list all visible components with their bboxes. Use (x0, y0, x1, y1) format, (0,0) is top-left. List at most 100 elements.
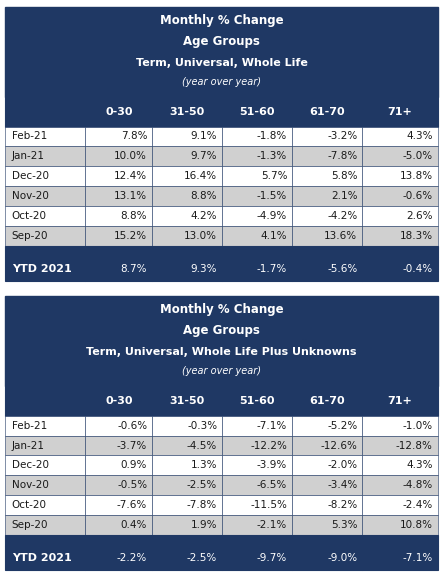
Bar (5, 246, 438, 257)
Bar (222, 436, 292, 455)
Text: Feb-21: Feb-21 (12, 421, 47, 430)
Bar (222, 257, 292, 281)
Bar (222, 186, 292, 206)
Text: Term, Universal, Whole Life: Term, Universal, Whole Life (136, 58, 307, 68)
Bar (85, 166, 152, 186)
Text: Nov-20: Nov-20 (12, 191, 49, 201)
Text: 10.8%: 10.8% (400, 520, 432, 530)
Text: -12.8%: -12.8% (396, 440, 432, 451)
Bar (5, 147, 85, 166)
Text: 12.4%: 12.4% (114, 171, 147, 181)
Bar (362, 257, 438, 281)
Bar (85, 475, 152, 495)
Text: -11.5%: -11.5% (250, 500, 287, 510)
Bar (292, 126, 362, 147)
Bar (222, 415, 292, 436)
Bar (5, 546, 85, 570)
Bar (85, 415, 152, 436)
Text: -0.3%: -0.3% (187, 421, 217, 430)
Bar (5, 455, 85, 475)
Text: 5.3%: 5.3% (331, 520, 357, 530)
Text: 8.8%: 8.8% (120, 211, 147, 221)
Text: -12.6%: -12.6% (320, 440, 357, 451)
Bar (292, 546, 362, 570)
Bar (85, 186, 152, 206)
Text: 2.6%: 2.6% (406, 211, 432, 221)
Text: 0-30: 0-30 (105, 107, 132, 117)
Bar (5, 257, 85, 281)
Bar (5, 206, 85, 226)
Bar (5, 436, 85, 455)
Text: -4.2%: -4.2% (327, 211, 357, 221)
Text: Age Groups: Age Groups (183, 35, 260, 47)
Text: -5.6%: -5.6% (327, 264, 357, 274)
Bar (362, 475, 438, 495)
Bar (85, 436, 152, 455)
Text: -12.2%: -12.2% (250, 440, 287, 451)
Bar (362, 226, 438, 246)
Bar (362, 126, 438, 147)
Text: Nov-20: Nov-20 (12, 481, 49, 490)
Text: 8.7%: 8.7% (120, 264, 147, 274)
Bar (5, 385, 85, 415)
Text: -0.6%: -0.6% (402, 191, 432, 201)
Bar (292, 436, 362, 455)
Bar (222, 96, 292, 126)
Bar (152, 226, 222, 246)
Text: Jan-21: Jan-21 (12, 440, 45, 451)
Bar (222, 226, 292, 246)
Bar (222, 455, 292, 475)
Bar (5, 415, 85, 436)
Bar (5, 226, 85, 246)
Bar (152, 385, 222, 415)
Bar (5, 166, 85, 186)
Text: 0.9%: 0.9% (121, 460, 147, 470)
Text: -4.9%: -4.9% (257, 211, 287, 221)
Text: -7.1%: -7.1% (257, 421, 287, 430)
Text: Monthly % Change: Monthly % Change (159, 303, 284, 316)
Bar (85, 385, 152, 415)
Text: 31-50: 31-50 (170, 107, 205, 117)
Bar (362, 455, 438, 475)
Bar (222, 546, 292, 570)
Bar (5, 495, 85, 515)
Bar (5, 535, 438, 546)
Text: 4.1%: 4.1% (261, 231, 287, 241)
Text: -3.2%: -3.2% (327, 132, 357, 141)
Text: Term, Universal, Whole Life Plus Unknowns: Term, Universal, Whole Life Plus Unknown… (86, 347, 357, 357)
Text: 9.1%: 9.1% (190, 132, 217, 141)
Text: 13.1%: 13.1% (114, 191, 147, 201)
Text: -4.5%: -4.5% (187, 440, 217, 451)
Text: (year over year): (year over year) (182, 77, 261, 87)
Text: (year over year): (year over year) (182, 366, 261, 376)
Bar (362, 206, 438, 226)
Text: -4.8%: -4.8% (402, 481, 432, 490)
Bar (292, 166, 362, 186)
Text: 4.2%: 4.2% (190, 211, 217, 221)
Text: Jan-21: Jan-21 (12, 151, 45, 162)
Text: -7.8%: -7.8% (327, 151, 357, 162)
Bar (292, 96, 362, 126)
Text: -2.2%: -2.2% (117, 553, 147, 563)
Text: 7.8%: 7.8% (120, 132, 147, 141)
Bar (85, 546, 152, 570)
Bar (292, 455, 362, 475)
Text: -2.5%: -2.5% (187, 481, 217, 490)
Text: Dec-20: Dec-20 (12, 460, 49, 470)
Text: 8.8%: 8.8% (190, 191, 217, 201)
Text: -2.1%: -2.1% (257, 520, 287, 530)
Bar (222, 126, 292, 147)
Text: -2.0%: -2.0% (327, 460, 357, 470)
Bar (292, 226, 362, 246)
Bar (292, 206, 362, 226)
Bar (222, 385, 292, 415)
Text: 16.4%: 16.4% (184, 171, 217, 181)
Text: Sep-20: Sep-20 (12, 231, 48, 241)
Bar (85, 147, 152, 166)
Text: 0.4%: 0.4% (121, 520, 147, 530)
Bar (152, 455, 222, 475)
Bar (85, 495, 152, 515)
Bar (5, 296, 438, 385)
Text: Oct-20: Oct-20 (12, 500, 47, 510)
Text: -0.4%: -0.4% (402, 264, 432, 274)
